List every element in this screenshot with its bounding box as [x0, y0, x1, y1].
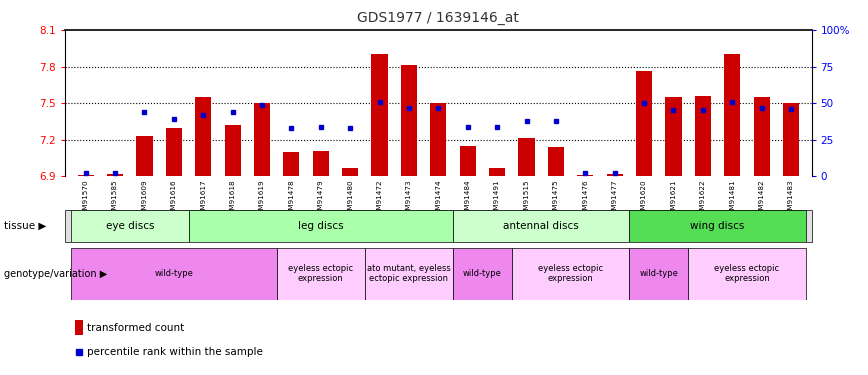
Bar — [372, 54, 388, 176]
Text: antennal discs: antennal discs — [503, 221, 579, 231]
Bar — [460, 146, 476, 176]
Bar — [607, 174, 622, 176]
Text: genotype/variation ▶: genotype/variation ▶ — [4, 269, 108, 279]
Bar — [453, 210, 629, 242]
Bar — [401, 65, 417, 176]
Bar — [724, 54, 740, 176]
Bar — [77, 175, 94, 176]
Bar — [76, 320, 82, 335]
Text: wild-type: wild-type — [463, 269, 502, 278]
Bar — [254, 103, 270, 176]
Text: ato mutant, eyeless
ectopic expression: ato mutant, eyeless ectopic expression — [367, 264, 450, 284]
Bar — [195, 97, 211, 176]
Bar — [188, 210, 453, 242]
Text: transformed count: transformed count — [88, 322, 185, 333]
Bar — [753, 97, 770, 176]
Bar — [688, 248, 806, 300]
Bar — [225, 125, 240, 176]
Text: eyeless ectopic
expression: eyeless ectopic expression — [288, 264, 353, 284]
Bar — [166, 128, 182, 176]
Text: wild-type: wild-type — [640, 269, 678, 278]
Bar — [783, 103, 799, 176]
Bar — [431, 103, 446, 176]
Bar — [283, 152, 299, 176]
Bar — [453, 248, 512, 300]
Bar — [489, 168, 505, 176]
Bar — [365, 248, 453, 300]
Text: percentile rank within the sample: percentile rank within the sample — [88, 347, 263, 357]
Bar — [71, 210, 188, 242]
Bar — [342, 168, 358, 176]
Bar — [629, 210, 806, 242]
Bar — [518, 138, 535, 176]
Bar — [312, 151, 329, 176]
Text: tissue ▶: tissue ▶ — [4, 221, 47, 231]
Text: eyeless ectopic
expression: eyeless ectopic expression — [538, 264, 603, 284]
Text: eyeless ectopic
expression: eyeless ectopic expression — [714, 264, 779, 284]
Text: leg discs: leg discs — [298, 221, 344, 231]
Text: wing discs: wing discs — [690, 221, 745, 231]
Bar — [512, 248, 629, 300]
Bar — [277, 248, 365, 300]
Text: GDS1977 / 1639146_at: GDS1977 / 1639146_at — [358, 11, 519, 25]
Bar — [629, 248, 688, 300]
Bar — [71, 248, 277, 300]
Bar — [694, 96, 711, 176]
Text: eye discs: eye discs — [106, 221, 154, 231]
Text: wild-type: wild-type — [155, 269, 194, 278]
Bar — [136, 136, 153, 176]
Bar — [636, 71, 652, 176]
Bar — [577, 175, 594, 176]
Bar — [666, 97, 681, 176]
Bar — [548, 147, 564, 176]
Bar — [107, 174, 123, 176]
